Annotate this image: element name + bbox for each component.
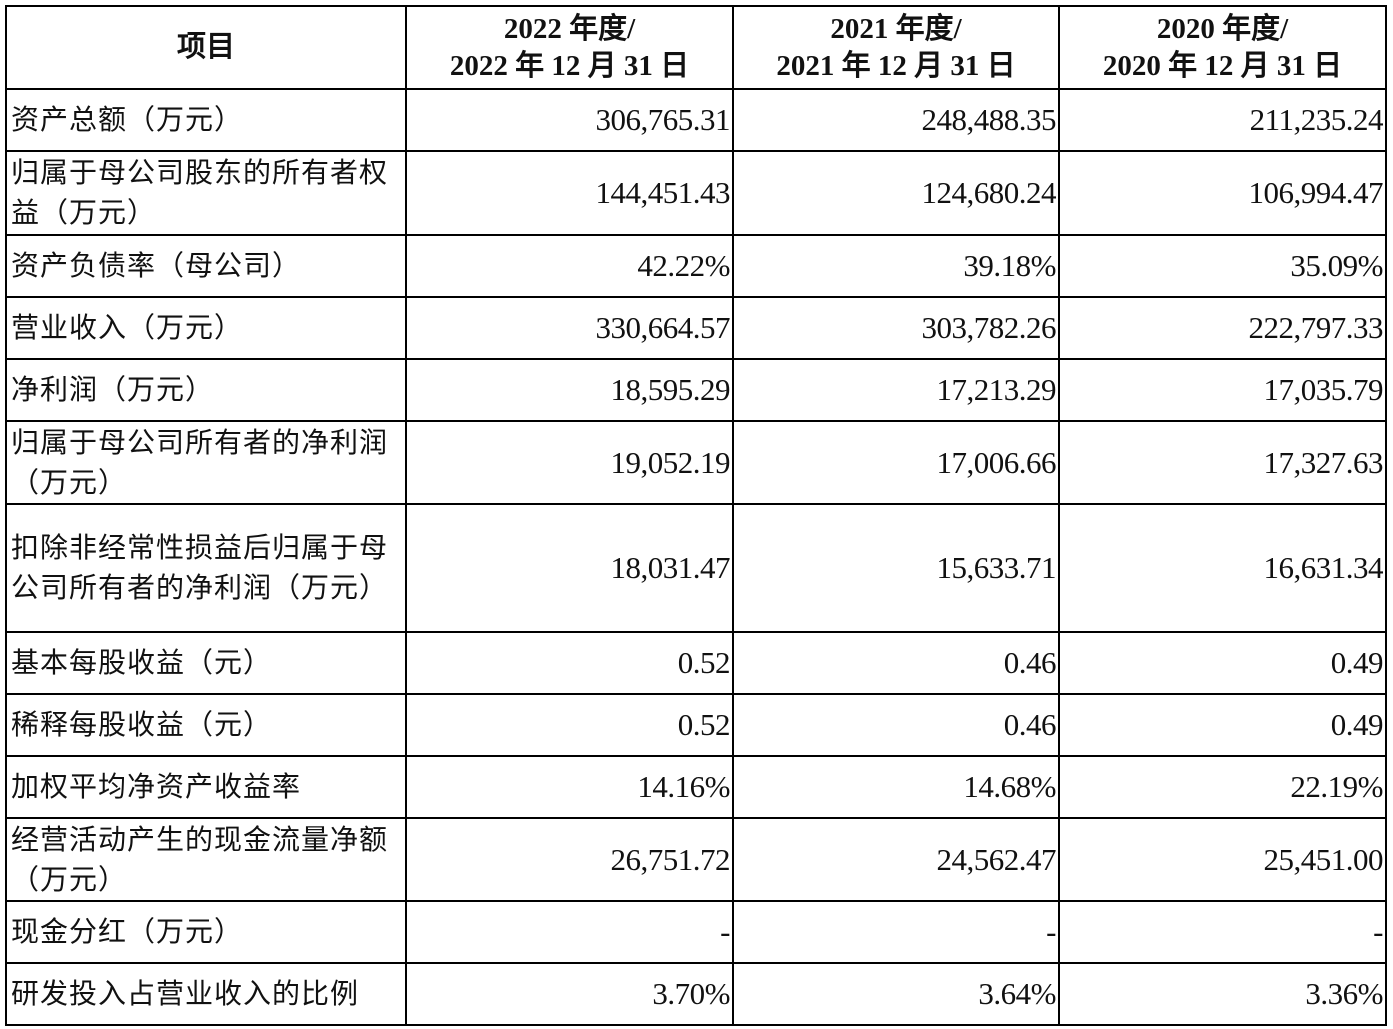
row-label: 经营活动产生的现金流量净额（万元） [5,817,407,902]
cell-2021: 303,782.26 [732,296,1060,360]
table-row-parent-equity: 归属于母公司股东的所有者权益（万元） 144,451.43 124,680.24… [5,150,1387,236]
cell-2021: 17,213.29 [732,358,1060,422]
cell-2020: 222,797.33 [1058,296,1387,360]
row-label: 净利润（万元） [5,358,407,422]
financial-summary-table: 项目 2022 年度/ 2022 年 12 月 31 日 2021 年度/ 20… [5,5,1387,1026]
financial-summary-table-wrapper: 项目 2022 年度/ 2022 年 12 月 31 日 2021 年度/ 20… [5,5,1387,1026]
header-2022-line1: 2022 年度/ [503,12,636,45]
cell-2021: 17,006.66 [732,420,1060,505]
row-label: 现金分红（万元） [5,900,407,964]
cell-2022: 19,052.19 [405,420,734,505]
cell-2021: - [732,900,1060,964]
header-2020: 2020 年度/ 2020 年 12 月 31 日 [1058,5,1387,90]
row-label: 归属于母公司股东的所有者权益（万元） [5,150,407,236]
table-row-basic-eps: 基本每股收益（元） 0.52 0.46 0.49 [5,631,1387,695]
header-2021: 2021 年度/ 2021 年 12 月 31 日 [732,5,1060,90]
cell-2020: 35.09% [1058,234,1387,298]
cell-2020: 106,994.47 [1058,150,1387,236]
header-2021-line2: 2021 年 12 月 31 日 [776,49,1016,82]
cell-2021: 248,488.35 [732,88,1060,152]
cell-2021: 14.68% [732,755,1060,819]
header-2020-line1: 2020 年度/ [1156,12,1289,45]
cell-2021: 0.46 [732,631,1060,695]
table-row-operating-cash-flow: 经营活动产生的现金流量净额（万元） 26,751.72 24,562.47 25… [5,817,1387,902]
header-2021-line1: 2021 年度/ [830,12,962,45]
row-label: 稀释每股收益（元） [5,693,407,757]
cell-2022: 0.52 [405,693,734,757]
cell-2020: 25,451.00 [1058,817,1387,902]
cell-2021: 39.18% [732,234,1060,298]
cell-2022: 18,595.29 [405,358,734,422]
table-row-parent-net-profit: 归属于母公司所有者的净利润（万元） 19,052.19 17,006.66 17… [5,420,1387,505]
cell-2022: 14.16% [405,755,734,819]
cell-2020: 16,631.34 [1058,503,1387,633]
row-label: 研发投入占营业收入的比例 [5,962,407,1026]
header-item: 项目 [5,5,407,90]
cell-2020: 17,327.63 [1058,420,1387,505]
cell-2022: 18,031.47 [405,503,734,633]
header-row: 项目 2022 年度/ 2022 年 12 月 31 日 2021 年度/ 20… [5,5,1387,90]
table-row-weighted-roe: 加权平均净资产收益率 14.16% 14.68% 22.19% [5,755,1387,819]
cell-2020: 0.49 [1058,631,1387,695]
cell-2020: 3.36% [1058,962,1387,1026]
table-row-total-assets: 资产总额（万元） 306,765.31 248,488.35 211,235.2… [5,88,1387,152]
row-label: 基本每股收益（元） [5,631,407,695]
cell-2022: 0.52 [405,631,734,695]
row-label: 资产总额（万元） [5,88,407,152]
table-row-revenue: 营业收入（万元） 330,664.57 303,782.26 222,797.3… [5,296,1387,360]
table-row-rd-ratio: 研发投入占营业收入的比例 3.70% 3.64% 3.36% [5,962,1387,1026]
cell-2022: 26,751.72 [405,817,734,902]
cell-2021: 0.46 [732,693,1060,757]
cell-2022: 330,664.57 [405,296,734,360]
cell-2020: 22.19% [1058,755,1387,819]
cell-2022: 42.22% [405,234,734,298]
header-2022-line2: 2022 年 12 月 31 日 [449,49,690,82]
row-label: 扣除非经常性损益后归属于母公司所有者的净利润（万元） [5,503,407,633]
cell-2021: 15,633.71 [732,503,1060,633]
cell-2020: 0.49 [1058,693,1387,757]
table-row-debt-ratio: 资产负债率（母公司） 42.22% 39.18% 35.09% [5,234,1387,298]
header-2022: 2022 年度/ 2022 年 12 月 31 日 [405,5,734,90]
cell-2022: - [405,900,734,964]
cell-2020: 211,235.24 [1058,88,1387,152]
cell-2020: - [1058,900,1387,964]
row-label: 加权平均净资产收益率 [5,755,407,819]
row-label: 营业收入（万元） [5,296,407,360]
table-row-cash-dividend: 现金分红（万元） - - - [5,900,1387,964]
row-label: 资产负债率（母公司） [5,234,407,298]
cell-2020: 17,035.79 [1058,358,1387,422]
table-row-net-profit: 净利润（万元） 18,595.29 17,213.29 17,035.79 [5,358,1387,422]
header-2020-line2: 2020 年 12 月 31 日 [1102,49,1343,82]
cell-2021: 24,562.47 [732,817,1060,902]
cell-2021: 124,680.24 [732,150,1060,236]
cell-2021: 3.64% [732,962,1060,1026]
cell-2022: 144,451.43 [405,150,734,236]
row-label: 归属于母公司所有者的净利润（万元） [5,420,407,505]
cell-2022: 306,765.31 [405,88,734,152]
cell-2022: 3.70% [405,962,734,1026]
table-row-adjusted-net-profit: 扣除非经常性损益后归属于母公司所有者的净利润（万元） 18,031.47 15,… [5,503,1387,633]
table-row-diluted-eps: 稀释每股收益（元） 0.52 0.46 0.49 [5,693,1387,757]
